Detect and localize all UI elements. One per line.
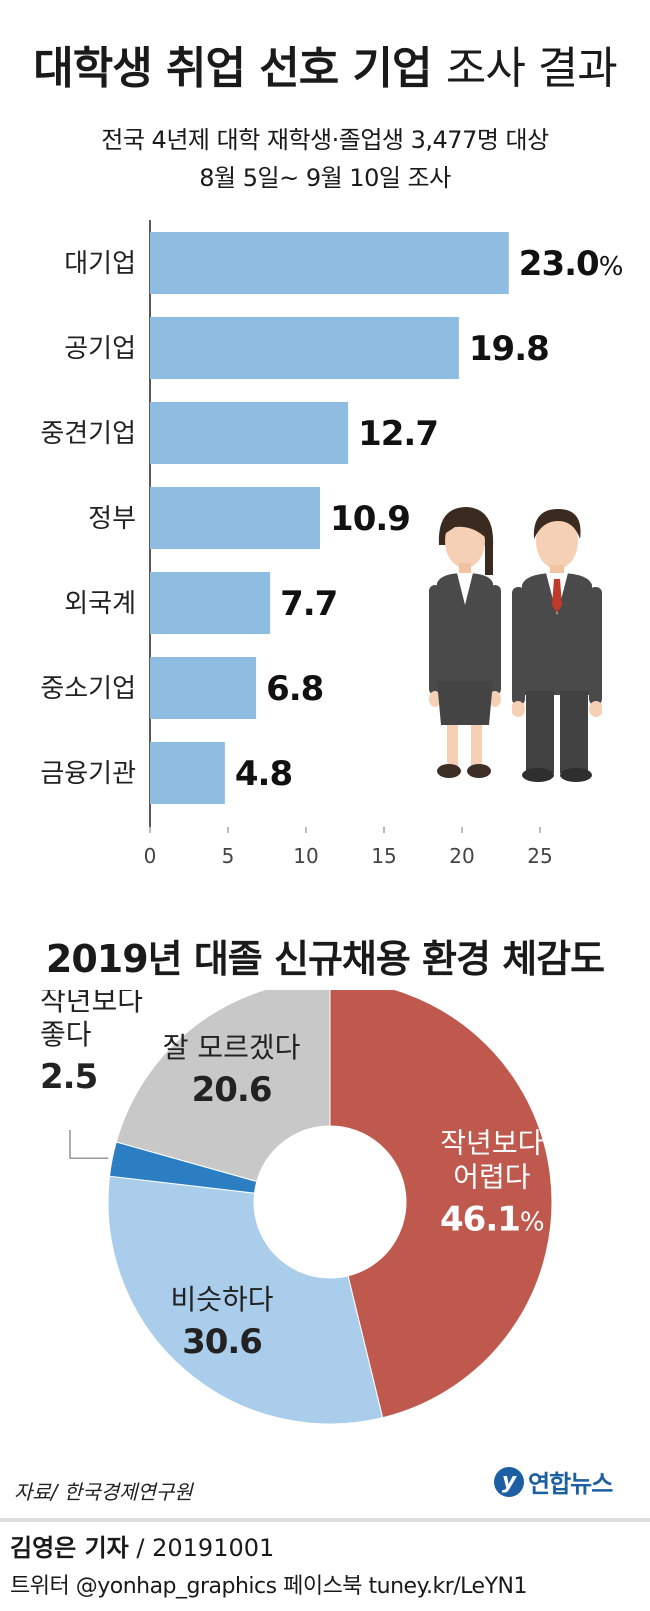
category-label: 외국계	[64, 589, 136, 619]
bar-chart: 대기업 23.0% 공기업 19.8 중견기업 12.7 정부 10.9 외국계 7.7 중소기업 6…	[40, 220, 624, 868]
bar	[150, 402, 349, 464]
slice-value: 2.5	[40, 1057, 97, 1097]
subtitle-line-1: 전국 4년제 대학 재학생·졸업생 3,477명 대상	[101, 126, 549, 154]
value-label: 6.8	[266, 669, 323, 709]
x-tick-label: 0	[144, 844, 157, 868]
bar	[150, 657, 257, 719]
x-tick-label: 5	[222, 844, 235, 868]
footer-divider	[0, 1518, 650, 1522]
category-label: 중견기업	[40, 419, 136, 449]
value-unit: %	[599, 252, 623, 282]
reporter-credit: 김영은 기자 / 20191001	[10, 1528, 274, 1563]
value-label: 23.0%	[519, 244, 623, 284]
slice-label: 잘 모르겠다	[163, 1031, 301, 1064]
donut-slice	[115, 990, 331, 1183]
bar	[150, 742, 225, 804]
slice-label: 작년보다	[40, 990, 143, 1017]
donut-slice	[329, 990, 553, 1419]
yonhap-logo: y 연합뉴스	[494, 1464, 613, 1499]
businesswoman-icon	[429, 507, 501, 778]
slice-value-unit: %	[520, 1208, 544, 1238]
slice-label: 작년보다	[440, 1127, 543, 1160]
value-label: 12.7	[358, 414, 438, 454]
businessman-icon	[512, 509, 602, 782]
title-bold: 대학생 취업 선호 기업	[33, 43, 432, 94]
title-light: 조사 결과	[445, 43, 618, 94]
yonhap-logo-text: 연합뉴스	[528, 1470, 613, 1498]
slice-value: 20.6	[192, 1070, 272, 1110]
bar	[150, 317, 459, 379]
leader-line	[69, 1130, 109, 1159]
category-label: 대기업	[64, 249, 136, 279]
bar	[150, 572, 271, 634]
reporter-name: 김영은 기자	[10, 1534, 129, 1562]
x-tick-label: 15	[371, 844, 396, 868]
x-tick-label: 10	[293, 844, 318, 868]
category-label: 공기업	[64, 334, 136, 364]
x-tick-label: 25	[527, 844, 552, 868]
category-label: 금융기관	[40, 759, 136, 789]
page-title: 대학생 취업 선호 기업 조사 결과	[0, 32, 650, 96]
value-label: 10.9	[330, 499, 410, 539]
value-label: 7.7	[280, 584, 337, 624]
subtitle-line-2: 8월 5일~ 9월 10일 조사	[199, 164, 451, 192]
value-label: 19.8	[469, 329, 549, 369]
x-tick-label: 20	[449, 844, 474, 868]
reporter-date: / 20191001	[128, 1534, 275, 1562]
donut-slice	[107, 1175, 384, 1425]
yonhap-logo-mark-icon: y	[494, 1466, 524, 1497]
slice-label: 어렵다	[453, 1161, 530, 1194]
pie-chart-title: 2019년 대졸 신규채용 환경 체감도	[45, 937, 605, 981]
source-note: 자료/ 한국경제연구원	[14, 1480, 193, 1504]
slice-label: 비슷하다	[171, 1283, 274, 1316]
category-label: 정부	[88, 504, 136, 534]
social-links: 트위터 @yonhap_graphics 페이스북 tuney.kr/LeYN1	[10, 1574, 527, 1599]
value-label: 4.8	[235, 754, 292, 794]
bar	[150, 487, 321, 549]
category-label: 중소기업	[40, 674, 136, 704]
slice-value: 30.6	[182, 1322, 262, 1362]
slice-label: 좋다	[40, 1018, 92, 1051]
bar	[150, 232, 509, 294]
